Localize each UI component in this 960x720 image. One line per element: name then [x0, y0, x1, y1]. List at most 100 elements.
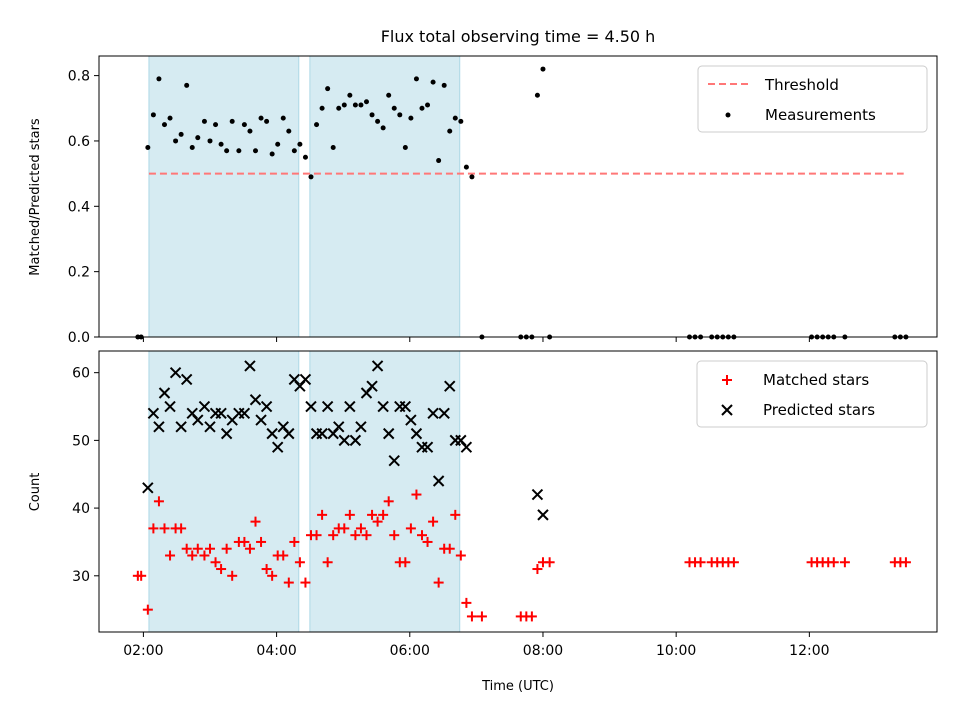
bottom-series-0-point-15: [216, 564, 227, 575]
x-tick-label-2: 06:00: [390, 643, 430, 659]
bottom-series-1-point-23: [271, 441, 284, 453]
bottom-series-1-point-19: [249, 394, 262, 406]
top-series-0-point-10: [189, 144, 195, 150]
bottom-series-0-point-3: [148, 523, 159, 534]
top-series-0-point-33: [319, 105, 325, 111]
bottom-series-0-point-32: [311, 530, 322, 541]
top-panel: 0.0 0.2 0.4 0.6 0.8: [68, 55, 938, 346]
top-shaded-interval-0: [148, 55, 300, 338]
bottom-series-1-point-31: [316, 427, 328, 440]
bottom-shaded-interval-0: [148, 350, 300, 633]
bottom-series-1-point-9: [192, 414, 204, 426]
top-series-0-point-39: [352, 102, 358, 108]
bottom-panel: 30 40 50 60 02:00 04:00 06:00 08:00 10:00 12:00: [72, 350, 938, 659]
bottom-series-1-point-3: [158, 387, 171, 399]
bottom-axes-frame: [98, 350, 938, 633]
bottom-series-0-point-67: [544, 557, 555, 568]
bottom-series-0-point-1: [136, 570, 147, 581]
bottom-series-1-point-6: [175, 421, 187, 433]
bottom-series-0-point-40: [355, 523, 366, 534]
bottom-legend-frame: [696, 360, 928, 428]
bottom-series-1-point-4: [164, 400, 176, 413]
top-series-0-point-12: [201, 118, 207, 124]
bottom-series-0-point-60: [466, 611, 477, 622]
legend-predicted-swatch: [721, 404, 733, 416]
top-series-0-point-25: [275, 141, 281, 147]
bottom-series-0-point-23: [261, 564, 272, 575]
bottom-series-1-point-21: [260, 400, 273, 413]
x-axis-label: Time (UTC): [481, 679, 554, 694]
bottom-series-0-point-16: [221, 543, 232, 554]
top-series-0-point-11: [195, 135, 201, 141]
bottom-series-0-point-21: [250, 516, 261, 527]
legend-measurements-swatch: [725, 112, 731, 118]
top-series-0-point-15: [218, 141, 224, 147]
bottom-series-1-point-35: [338, 434, 351, 447]
top-series-0-point-2: [145, 144, 151, 150]
bottom-series-0-point-80: [828, 557, 839, 568]
legend-measurements-label: Measurements: [765, 106, 876, 124]
top-series-0-point-9: [184, 82, 190, 88]
bottom-series-0-point-14: [210, 557, 221, 568]
bottom-series-1-point-43: [382, 427, 395, 440]
top-y-tick-label-2: 0.4: [68, 199, 90, 215]
top-series-0-point-51: [419, 105, 425, 111]
bottom-series-1-point-2: [153, 421, 165, 433]
top-series-0-point-21: [253, 148, 259, 154]
bottom-y-tick-label-2: 50: [72, 433, 90, 449]
bottom-series-1-point-52: [432, 475, 445, 487]
top-series-0-point-7: [173, 138, 179, 144]
bottom-series-0-point-57: [450, 509, 461, 520]
bottom-series-0-point-35: [328, 530, 339, 541]
top-series-0-point-31: [308, 174, 314, 180]
top-series-0-point-55: [441, 82, 447, 88]
bottom-series-0-point-34: [322, 557, 333, 568]
bottom-series-0-point-46: [389, 530, 400, 541]
bottom-series-0-point-37: [339, 523, 350, 534]
bottom-series-0-point-30: [300, 577, 311, 588]
top-y-tick-label-3: 0.6: [68, 134, 90, 150]
bottom-series-0-point-49: [405, 523, 416, 534]
top-series-0-point-47: [397, 112, 403, 118]
bottom-series-0-point-53: [428, 516, 439, 527]
bottom-series-1-point-47: [405, 414, 417, 426]
top-series-0-point-16: [224, 148, 230, 154]
bottom-series-1-point-11: [204, 421, 216, 433]
bottom-series-0-point-51: [416, 530, 427, 541]
top-axes-frame: [98, 55, 938, 338]
top-series-0-point-66: [540, 66, 546, 72]
bottom-series-1-point-20: [255, 414, 267, 426]
top-series-0-point-41: [363, 99, 369, 105]
bottom-series-0-point-2: [142, 604, 153, 615]
bottom-series-0-point-84: [900, 557, 911, 568]
top-series-0-point-5: [161, 122, 167, 128]
top-series-0-point-32: [314, 122, 320, 128]
top-y-tick-label-0: 0.0: [68, 330, 90, 346]
bottom-series-1-point-17: [238, 407, 251, 420]
top-y-axis-label: Matched/Predicted stars: [28, 118, 43, 276]
top-series-0-point-22: [258, 115, 264, 121]
x-tick-label-5: 12:00: [789, 643, 829, 659]
bottom-series-0-point-4: [153, 496, 164, 507]
top-series-0-point-14: [213, 122, 219, 128]
bottom-series-0-point-64: [526, 611, 537, 622]
bottom-series-0-point-38: [344, 509, 355, 520]
top-series-0-point-24: [269, 151, 275, 157]
bottom-series-0-point-75: [728, 557, 739, 568]
top-series-0-point-30: [302, 154, 308, 160]
top-series-0-point-35: [330, 144, 336, 150]
x-tick-label-1: 04:00: [256, 643, 296, 659]
bottom-series-0-point-61: [476, 611, 487, 622]
top-series-0-point-46: [391, 105, 397, 111]
bottom-series-1-point-46: [399, 400, 412, 413]
bottom-series-0-point-12: [199, 550, 210, 561]
legend-predicted-label: Predicted stars: [763, 401, 875, 419]
bottom-series-1-point-44: [388, 454, 400, 467]
bottom-series-0-point-41: [361, 530, 372, 541]
bottom-series-1-point-42: [377, 400, 389, 413]
bottom-series-0-point-20: [244, 543, 255, 554]
bottom-series-0-point-6: [165, 550, 176, 561]
bottom-series-0-point-52: [422, 536, 433, 547]
top-series-0-point-43: [375, 118, 381, 124]
bottom-series-0-point-54: [433, 577, 444, 588]
